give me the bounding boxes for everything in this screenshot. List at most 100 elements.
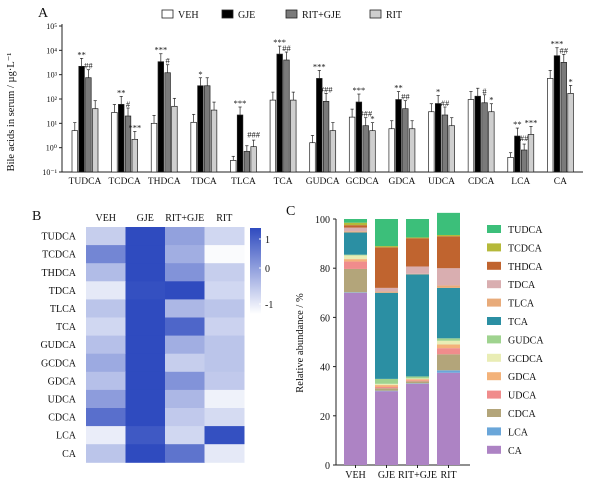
stack-segment-veh-gcdca bbox=[344, 255, 367, 260]
x-tick-label-gudca: GUDCA bbox=[306, 177, 340, 187]
heatmap-cell-udca-gje bbox=[125, 389, 166, 409]
legend-swatch-tlca bbox=[487, 298, 501, 307]
stack-segment-rit-gje-gdca bbox=[406, 379, 429, 381]
bar-gdca-gje bbox=[395, 99, 402, 173]
stack-segment-rit-thdca bbox=[437, 236, 460, 269]
heatmap-cell-gdca-rit bbox=[204, 371, 245, 391]
legend-label-tdca: TDCA bbox=[508, 280, 536, 291]
heatmap-cell-gdca-veh bbox=[86, 371, 126, 391]
heatmap-cell-lca-veh bbox=[86, 426, 126, 445]
stack-segment-gje-cdca bbox=[375, 388, 398, 391]
panel-a-y-tick-label: 10⁴ bbox=[46, 46, 57, 55]
stack-segment-gje-tca bbox=[375, 292, 398, 379]
stack-segment-rit-gje-tcdca bbox=[406, 237, 429, 239]
significance-mark: ## bbox=[520, 133, 529, 143]
bar-tlca-veh bbox=[230, 160, 237, 173]
panel-c-bars bbox=[344, 212, 460, 465]
stack-segment-rit-gje-gcdca bbox=[406, 378, 429, 380]
significance-mark: ** bbox=[77, 49, 86, 59]
heatmap-cell-thdca-gje bbox=[125, 263, 166, 282]
stack-segment-veh-tca bbox=[344, 232, 367, 255]
legend-swatch-tdca bbox=[487, 280, 501, 289]
heatmap-cell-lca-gje bbox=[125, 426, 166, 445]
bar-lca-rit bbox=[527, 134, 535, 173]
panel-c-axes: 0 20 40 60 80 100 VEH GJE RIT+GJE RIT bbox=[315, 215, 470, 481]
heatmap-cell-cdca-rit-gje bbox=[165, 408, 205, 427]
stack-segment-gje-thdca bbox=[375, 247, 398, 288]
heatmap-cell-tdca-gje bbox=[125, 281, 166, 300]
heatmap-row-gdca: GDCA bbox=[48, 376, 77, 387]
legend-swatch-tudca bbox=[487, 225, 501, 233]
bar-cdca-rit-gje bbox=[481, 102, 488, 173]
bar-cdca-veh bbox=[467, 99, 475, 173]
significance-mark: *** bbox=[525, 117, 538, 127]
x-tick-label-tlca: TLCA bbox=[231, 177, 256, 187]
bar-tudca-rit bbox=[92, 108, 99, 173]
heatmap-cell-ca-rit bbox=[204, 444, 245, 463]
x-tick-label-tudca: TUDCA bbox=[69, 177, 102, 187]
heatmap-cell-tlca-gje bbox=[125, 299, 166, 318]
heatmap-cell-thdca-veh bbox=[86, 263, 126, 282]
panel-a-y-tick-label: 10⁵ bbox=[46, 22, 57, 31]
bar-gdca-veh bbox=[388, 128, 395, 173]
bar-tdca-rit bbox=[210, 109, 218, 173]
stack-segment-rit-gje-gudca bbox=[406, 376, 429, 379]
legend-swatch-tca bbox=[487, 317, 501, 325]
x-tick-label-veh: VEH bbox=[345, 470, 366, 481]
stack-segment-gje-gcdca bbox=[375, 383, 398, 386]
legend-swatch-cdca bbox=[487, 409, 501, 417]
legend-label-lca: LCA bbox=[508, 427, 529, 438]
heatmap-row-udca: UDCA bbox=[48, 394, 77, 405]
heatmap-cell-tca-gje bbox=[125, 317, 166, 337]
stack-segment-veh-ca bbox=[344, 292, 367, 465]
legend-label-rit: RIT bbox=[386, 10, 402, 21]
significance-mark: ** bbox=[513, 119, 522, 129]
bar-ca-rit bbox=[567, 93, 574, 173]
colorbar-tick-label: -1 bbox=[265, 300, 273, 311]
stack-segment-gje-tlca bbox=[375, 291, 398, 293]
heatmap-cell-lca-rit-gje bbox=[165, 426, 205, 445]
heatmap-row-gudca: GUDCA bbox=[40, 340, 76, 351]
heatmap-cell-tlca-veh bbox=[86, 299, 126, 318]
stack-segment-rit-gje-tca bbox=[406, 274, 429, 377]
bar-gdca-rit-gje bbox=[402, 108, 409, 173]
panel-c-y-axis-label: Relative abundance / % bbox=[295, 293, 306, 393]
legend-label-ca: CA bbox=[508, 446, 523, 457]
stack-segment-rit-tdca bbox=[437, 268, 460, 286]
bar-tlca-gje bbox=[236, 114, 244, 173]
bar-ca-rit-gje bbox=[560, 62, 567, 173]
bar-udca-rit-gje bbox=[441, 114, 449, 173]
legend-label-cdca: CDCA bbox=[508, 409, 537, 420]
heatmap-cell-lca-rit bbox=[204, 426, 245, 445]
stack-segment-gje-gudca bbox=[375, 378, 398, 384]
heatmap-colorbar-ticks: 1 0 -1 bbox=[259, 235, 273, 311]
bar-lca-veh bbox=[507, 156, 514, 173]
stack-segment-rit-udca bbox=[437, 348, 460, 355]
bar-ca-gje bbox=[553, 55, 561, 173]
stack-segment-rit-tca bbox=[437, 287, 460, 339]
heatmap-row-labels: TUDCA TCDCA THDCA TDCA TLCA TCA GUDCA GCDCA GDCA… bbox=[40, 232, 76, 460]
heatmap-cell-udca-rit bbox=[204, 389, 245, 409]
heatmap-cell-tca-rit bbox=[204, 317, 245, 337]
stack-segment-veh-tdca bbox=[344, 227, 367, 232]
heatmap-cell-tca-veh bbox=[86, 317, 126, 337]
stack-segment-rit-tlca bbox=[437, 285, 460, 288]
bar-tca-rit bbox=[290, 99, 297, 173]
heatmap-cell-tudca-rit bbox=[204, 227, 245, 246]
significance-mark: *** bbox=[551, 39, 564, 49]
heatmap-row-tudca: TUDCA bbox=[42, 232, 77, 243]
panel-c-y-tick-label: 20 bbox=[320, 412, 330, 423]
stack-segment-veh-thdca bbox=[344, 225, 367, 228]
x-tick-label-thdca: THDCA bbox=[148, 177, 181, 187]
heatmap-cell-tdca-veh bbox=[86, 281, 126, 300]
stack-segment-rit-gje-ca bbox=[406, 383, 429, 465]
x-tick-label-udca: UDCA bbox=[428, 177, 455, 187]
x-tick-label-tdca: TDCA bbox=[191, 177, 217, 187]
bar-udca-gje bbox=[434, 103, 442, 173]
stack-segment-gje-udca bbox=[375, 387, 398, 389]
legend-swatch-veh bbox=[161, 9, 174, 19]
bar-tca-veh bbox=[269, 99, 277, 173]
significance-mark: ### bbox=[359, 109, 373, 119]
stack-segment-rit-gcdca bbox=[437, 340, 460, 345]
panel-label-c: C bbox=[286, 204, 295, 219]
